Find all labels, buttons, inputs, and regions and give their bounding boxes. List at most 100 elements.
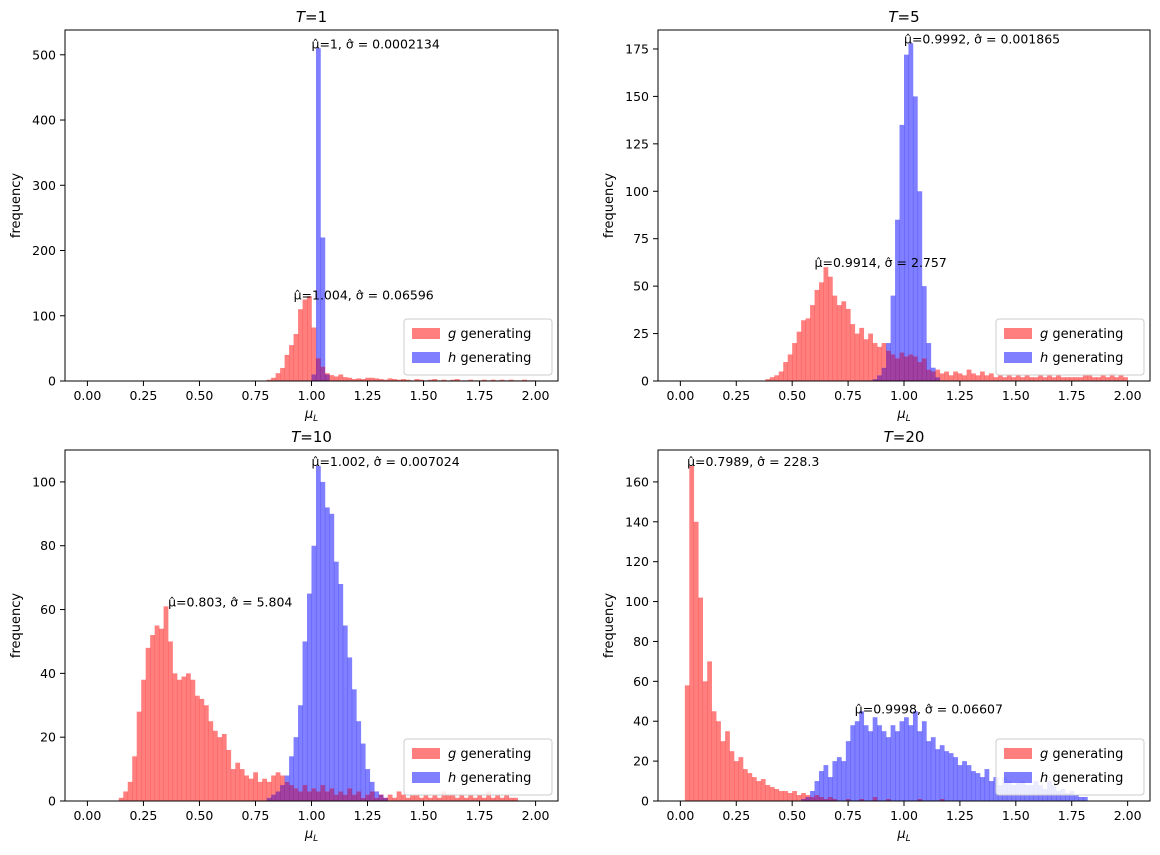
- overlap-bar: [801, 799, 806, 801]
- legend-swatch-g: [412, 748, 440, 759]
- overlap-bar: [832, 799, 838, 801]
- h-bar: [926, 343, 932, 370]
- g-bar: [689, 465, 695, 801]
- h-bar: [917, 191, 923, 363]
- legend-label-g: g generating: [1040, 327, 1123, 342]
- g-bar: [208, 721, 214, 801]
- g-bar: [266, 379, 272, 381]
- h-bar: [850, 725, 856, 801]
- x-axis-label: μL: [304, 827, 318, 844]
- g-bar: [801, 793, 806, 800]
- g-bar: [495, 794, 501, 801]
- h-bar: [962, 761, 967, 801]
- h-bar: [886, 343, 891, 351]
- g-bar: [177, 679, 182, 801]
- stats-annotation: μ̂=0.803, σ̂ = 5.804: [168, 594, 292, 609]
- g-bar: [1109, 373, 1115, 381]
- h-bar: [944, 751, 950, 801]
- h-bar: [935, 749, 941, 801]
- stats-annotation: μ̂=1.004, σ̂ = 0.06596: [294, 287, 434, 302]
- g-bar: [944, 371, 950, 381]
- g-bar: [1114, 377, 1119, 381]
- g-bar: [477, 794, 483, 801]
- g-bar: [490, 379, 496, 381]
- g-bar: [280, 775, 285, 786]
- g-bar: [1105, 377, 1111, 381]
- h-bar: [369, 781, 375, 792]
- overlap-bar: [284, 781, 290, 801]
- g-bar: [463, 797, 469, 801]
- g-bar: [450, 794, 456, 801]
- overlap-bar: [899, 352, 905, 381]
- g-bar: [1082, 375, 1088, 381]
- g-bar: [132, 756, 138, 801]
- stats-annotation: μ̂=1, σ̂ = 0.0002134: [312, 36, 440, 51]
- h-bar: [895, 219, 900, 359]
- h-bar: [347, 657, 353, 789]
- x-tick-label: 1.25: [946, 808, 974, 823]
- overlap-bar: [374, 797, 380, 801]
- y-tick-label: 175: [625, 41, 649, 56]
- g-bar: [1011, 377, 1017, 381]
- g-bar: [801, 320, 806, 381]
- x-tick-label: 1.75: [466, 808, 494, 823]
- g-bar: [980, 371, 985, 381]
- subplot-title: T=5: [888, 8, 919, 26]
- g-bar: [711, 711, 717, 801]
- g-bar: [756, 781, 762, 801]
- g-bar: [203, 705, 209, 801]
- g-bar: [765, 785, 771, 801]
- h-bar: [895, 731, 900, 801]
- g-bar: [1091, 377, 1097, 381]
- g-bar: [490, 797, 496, 801]
- legend-frame: [403, 318, 553, 376]
- g-bar: [307, 296, 312, 381]
- overlap-bar: [904, 356, 909, 381]
- x-tick-label: 1.50: [1002, 808, 1030, 823]
- g-bar: [1047, 375, 1052, 381]
- g-bar: [486, 791, 492, 801]
- overlap-bar: [280, 785, 285, 801]
- g-bar: [284, 354, 290, 381]
- y-tick-label: 25: [633, 326, 649, 341]
- x-tick-label: 0.50: [186, 388, 214, 403]
- g-bar: [725, 731, 730, 801]
- h-bar: [333, 561, 339, 795]
- g-bar: [432, 379, 438, 381]
- x-tick-label: 1.25: [354, 388, 382, 403]
- overlap-bar: [324, 374, 330, 381]
- overlap-bar: [912, 356, 918, 381]
- g-bar: [172, 673, 178, 801]
- g-bar: [436, 797, 442, 801]
- h-bar: [374, 791, 380, 798]
- g-bar: [472, 797, 478, 801]
- h-bar: [899, 124, 905, 353]
- h-bar: [930, 737, 936, 801]
- g-bar: [298, 309, 303, 381]
- g-bar: [765, 379, 771, 381]
- g-bar: [199, 698, 205, 801]
- x-tick-label: 1.00: [298, 388, 326, 403]
- g-bar: [832, 295, 838, 381]
- g-bar: [499, 797, 505, 801]
- g-bar: [127, 781, 133, 801]
- overlap-bar: [298, 791, 303, 801]
- h-bar: [293, 737, 299, 789]
- h-bar: [1078, 797, 1084, 801]
- stats-annotation: μ̂=0.9914, σ̂ = 2.757: [815, 255, 947, 270]
- overlap-bar: [311, 374, 317, 381]
- g-bar: [244, 775, 250, 801]
- overlap-bar: [351, 794, 357, 801]
- g-bar: [988, 373, 994, 381]
- overlap-bar: [342, 794, 348, 801]
- overlap-bar: [320, 785, 326, 801]
- g-bar: [163, 606, 169, 801]
- g-bar: [123, 791, 129, 801]
- h-bar: [365, 769, 371, 795]
- g-bar: [1020, 377, 1026, 381]
- g-bar: [751, 777, 757, 801]
- overlap-bar: [378, 794, 384, 801]
- x-tick-label: 2.00: [1114, 808, 1142, 823]
- y-tick-label: 300: [32, 178, 56, 193]
- h-bar: [904, 717, 909, 801]
